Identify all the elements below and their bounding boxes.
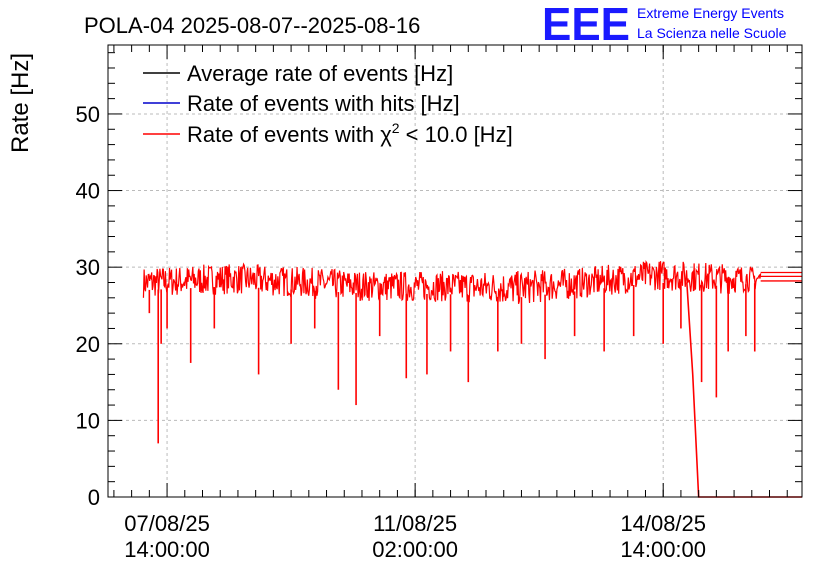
legend-label: Rate of events with hits [Hz]: [187, 91, 460, 116]
series-chi2-line: [142, 259, 762, 305]
chart-title: POLA-04 2025-08-07--2025-08-16: [84, 13, 420, 38]
x-tick-label-time: 14:00:00: [620, 537, 706, 562]
y-tick-label: 50: [76, 102, 100, 127]
y-tick-label: 10: [76, 408, 100, 433]
y-tick-label: 20: [76, 332, 100, 357]
x-tick-label-time: 14:00:00: [124, 537, 210, 562]
x-tick-label-date: 14/08/25: [620, 511, 706, 536]
grid-lines: [108, 45, 802, 497]
y-axis-label: Rate [Hz]: [7, 53, 34, 153]
legend: Average rate of events [Hz] Rate of event…: [143, 61, 513, 147]
eee-logo-line-1: Extreme Energy Events: [637, 5, 784, 21]
series-layer: [142, 259, 802, 498]
y-tick-label: 30: [76, 255, 100, 280]
eee-logo-mark: EEE: [542, 0, 630, 50]
legend-label: Rate of events with χ2 < 10.0 [Hz]: [187, 120, 513, 147]
x-tick-label-date: 07/08/25: [124, 511, 210, 536]
y-tick-label: 0: [88, 485, 100, 510]
legend-label: Average rate of events [Hz]: [187, 61, 453, 86]
eee-logo-line-2: La Scienza nelle Scuole: [637, 25, 787, 41]
plot-frame: [107, 44, 803, 498]
eee-logo: EEE Extreme Energy Events La Scienza nel…: [542, 0, 787, 50]
x-tick-label-date: 11/08/25: [373, 511, 457, 536]
y-tick-label: 40: [76, 179, 100, 204]
axes: 0102030405007/08/2514:00:0011/08/2502:00…: [76, 44, 803, 562]
x-tick-label-time: 02:00:00: [372, 537, 458, 562]
